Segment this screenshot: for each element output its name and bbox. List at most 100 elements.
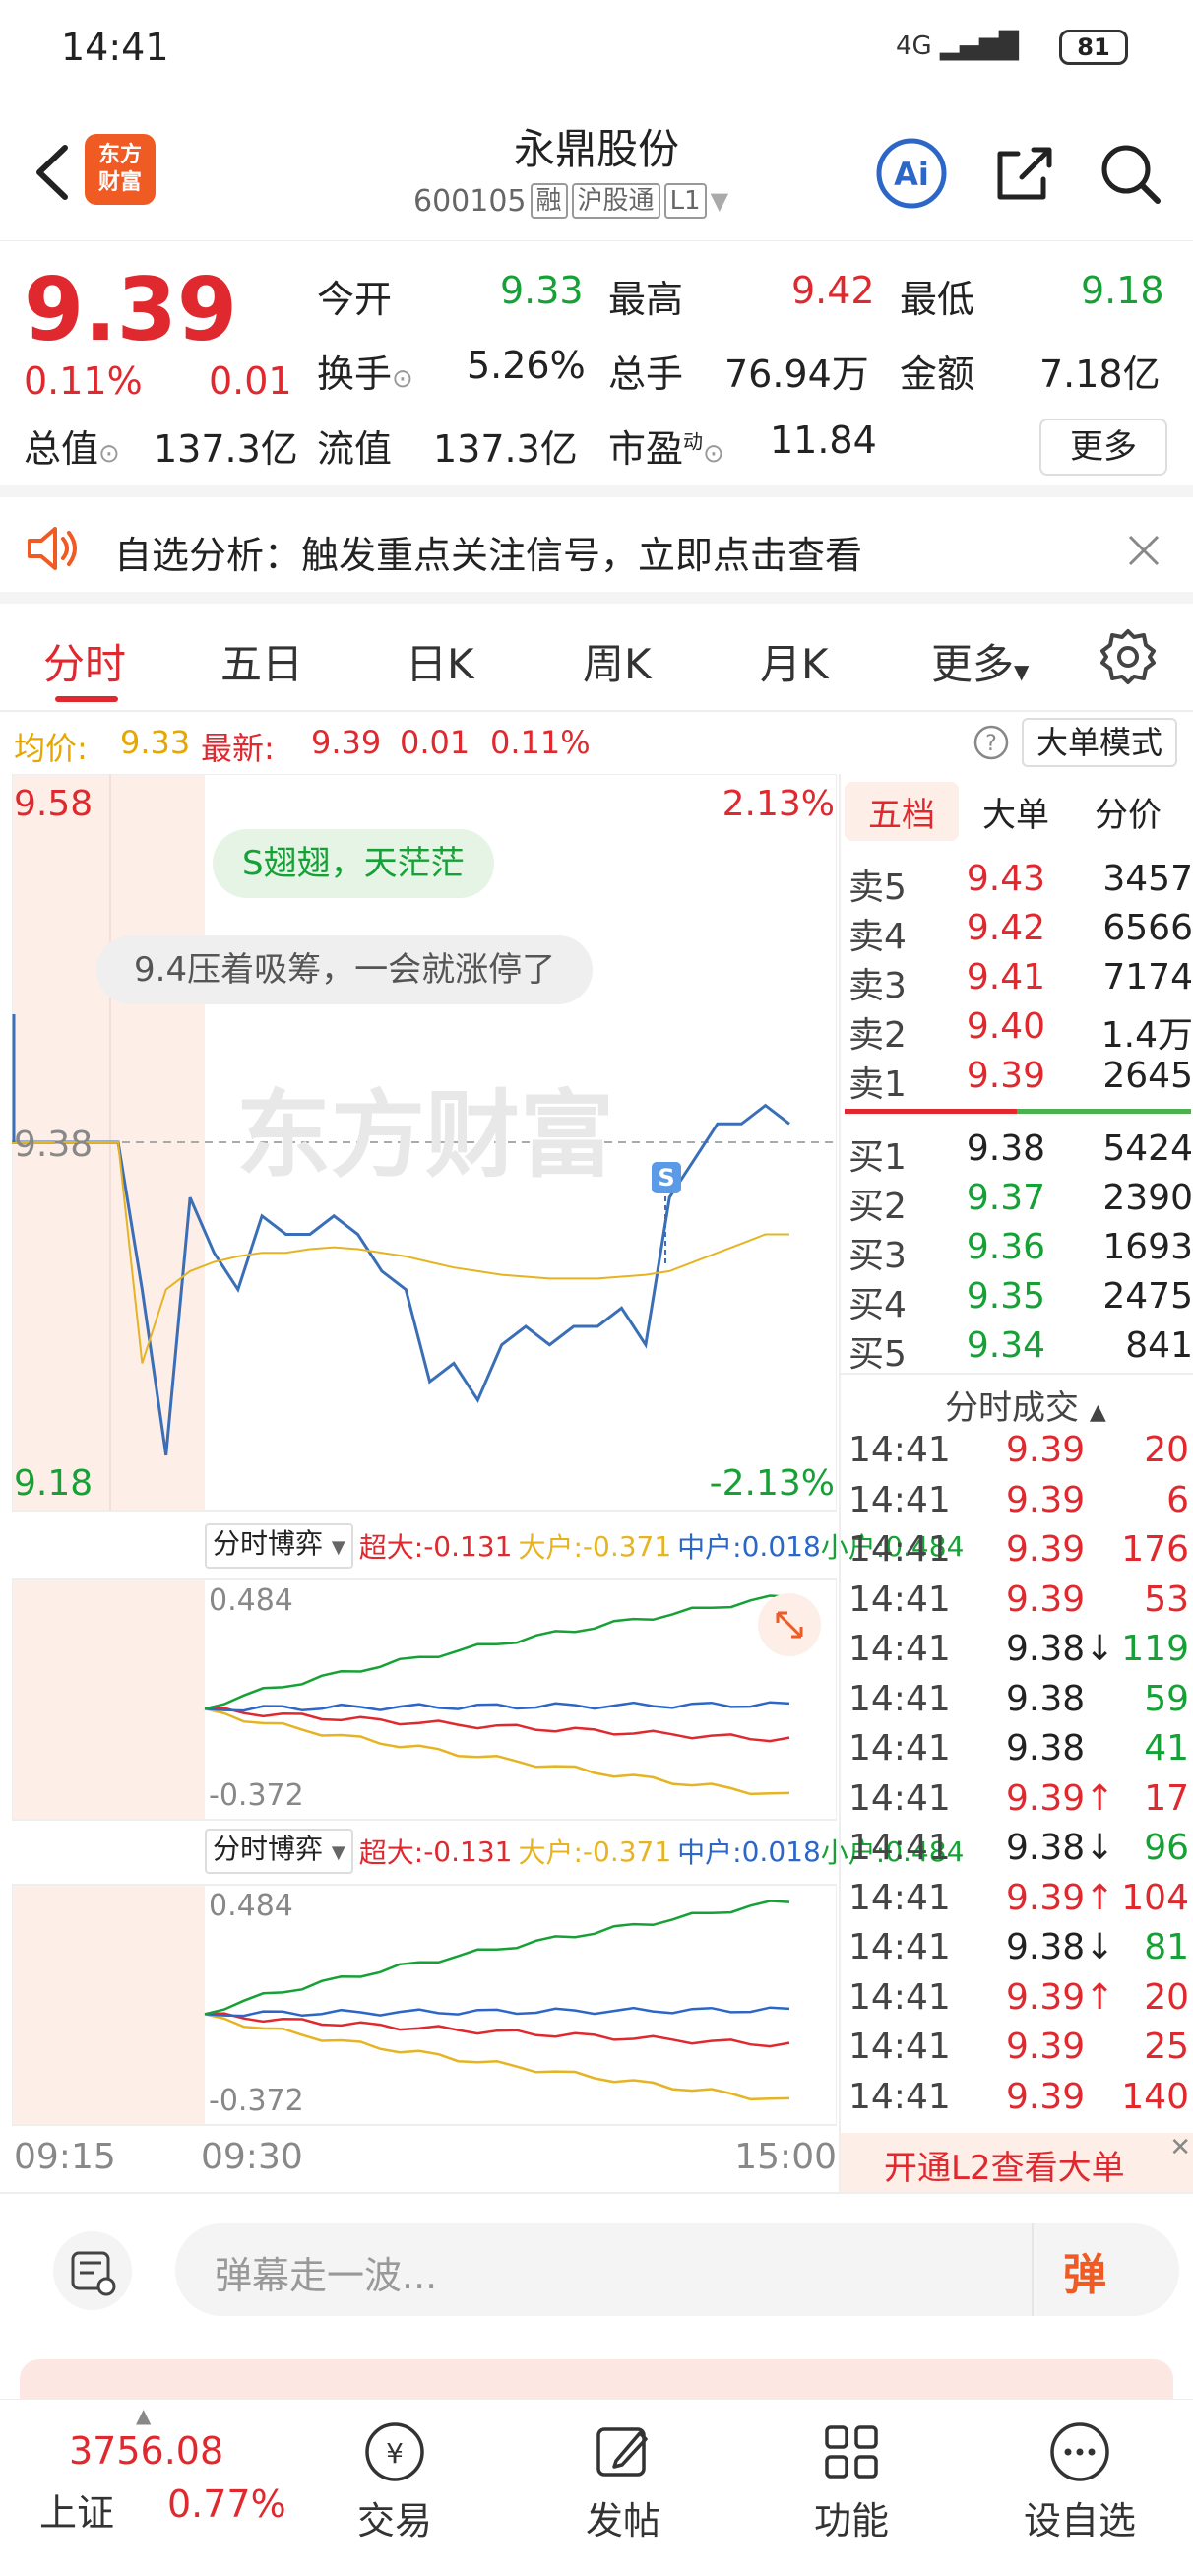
tab-intraday[interactable]: 分时 — [43, 640, 127, 688]
comment-bubble-1[interactable]: S翅翅，天茫茫 — [213, 829, 494, 898]
ask-row[interactable]: 卖2 9.40 1.4万 — [848, 1006, 1193, 1056]
ask-row[interactable]: 卖5 9.43 3457 — [848, 859, 1193, 908]
back-icon[interactable] — [26, 138, 85, 207]
trade-volume: 140 — [1121, 2076, 1189, 2117]
trade-price: 9.39↑ — [1006, 1976, 1115, 2018]
notice-text: 自选分析：触发重点关注信号，立即点击查看 — [114, 534, 863, 577]
trade-time: 14:41 — [848, 1678, 951, 1719]
trade-time: 14:41 — [848, 1976, 951, 2018]
more-button[interactable]: 更多 — [1039, 419, 1167, 476]
level-price: 9.34 — [966, 1325, 1045, 1366]
bid-row[interactable]: 买2 9.37 2390 — [848, 1178, 1193, 1227]
settings-icon[interactable] — [1099, 627, 1158, 686]
level-price: 9.42 — [966, 908, 1045, 948]
close-icon[interactable]: ✕ — [1169, 2133, 1191, 2162]
y-mid-label: 9.38 — [14, 1125, 94, 1165]
close-icon[interactable] — [1126, 533, 1162, 568]
tab-big-orders[interactable]: 大单 — [982, 796, 1049, 835]
info-icon[interactable]: ⊙ — [98, 439, 120, 469]
l2-promo-bar[interactable]: 开通L2查看大单 ✕ — [841, 2133, 1193, 2192]
trade-price: 9.39 — [1006, 1430, 1086, 1470]
level-volume: 1693 — [1102, 1227, 1193, 1267]
share-icon[interactable] — [986, 136, 1061, 211]
game-series-line — [204, 2013, 790, 2101]
tab-five-levels[interactable]: 五档 — [868, 796, 935, 835]
intraday-chart-area[interactable]: 东方财富 S 9.58 9.38 9.18 2.13% -2.13% S翅翅，天… — [12, 774, 964, 2177]
help-icon[interactable]: ? — [973, 724, 1010, 761]
search-icon[interactable] — [1093, 136, 1167, 211]
trade-row: 14:41 9.39↑ 17 — [848, 1778, 1193, 1828]
comment-bubble-2[interactable]: 9.4压着吸筹，一会就涨停了 — [96, 935, 594, 1004]
tab-five-day[interactable]: 五日 — [220, 640, 304, 688]
order-book-tabs: 五档 大单 分价 — [841, 774, 1193, 849]
signal-marker[interactable] — [652, 1162, 681, 1193]
index-widget[interactable]: ▲ 3756.08 上证 0.77% — [0, 2400, 295, 2576]
low-label: 最低 — [900, 278, 975, 321]
tag-level: L1 — [663, 183, 707, 219]
market-cap-value: 137.3亿 — [154, 427, 298, 471]
y-top-label: 9.58 — [14, 784, 94, 824]
legend-label: 超大: — [358, 1531, 424, 1564]
trade-time: 14:41 — [848, 1629, 951, 1669]
panel1-frame — [12, 1578, 837, 1821]
avg-price-series-line — [12, 1141, 789, 1364]
speaker-icon — [28, 527, 77, 570]
level-price: 9.43 — [966, 859, 1045, 899]
legend-label: 超大: — [358, 1836, 424, 1869]
trade-row: 14:41 9.39↑ 20 — [848, 1977, 1193, 2027]
chart-tabs: 分时 五日 日K 周K 月K 更多▼ — [0, 604, 1193, 712]
trade-time: 14:41 — [848, 2076, 951, 2117]
notice-bar[interactable]: 自选分析：触发重点关注信号，立即点击查看 — [0, 497, 1193, 604]
ai-icon[interactable]: Ai — [874, 136, 949, 211]
level-price: 9.35 — [966, 1276, 1045, 1317]
level-volume: 2475 — [1102, 1276, 1193, 1317]
danmu-input[interactable]: 弹幕走一波... 弹 — [175, 2223, 1179, 2316]
level-label: 买4 — [848, 1285, 907, 1325]
level-label: 买3 — [848, 1236, 907, 1276]
bid-row[interactable]: 买3 9.36 1693 — [848, 1227, 1193, 1276]
trade-row: 14:41 9.38 59 — [848, 1679, 1193, 1728]
info-icon[interactable]: ⊙ — [703, 439, 724, 469]
ask-row[interactable]: 卖4 9.42 6566 — [848, 908, 1193, 957]
ask-row[interactable]: 卖1 9.39 2645 — [848, 1056, 1193, 1105]
panel2-selector[interactable]: 分时博弈 ▼ — [205, 1829, 353, 1874]
expand-icon[interactable] — [776, 1611, 803, 1639]
promo-banner-strip[interactable] — [20, 2359, 1173, 2399]
trade-time: 14:41 — [848, 1430, 951, 1470]
amount-label: 金额 — [900, 353, 975, 396]
danmu-send-button[interactable]: 弹 — [1063, 2250, 1106, 2300]
bid-row[interactable]: 买4 9.35 2475 — [848, 1276, 1193, 1325]
tag-connect: 沪股通 — [571, 183, 660, 219]
bid-row[interactable]: 买5 9.34 841 — [848, 1325, 1193, 1375]
watermark: 东方财富 — [236, 1080, 614, 1191]
trade-volume: 25 — [1144, 2027, 1189, 2067]
svg-text:Ai: Ai — [894, 156, 929, 193]
float-cap-value: 137.3亿 — [433, 427, 578, 471]
info-icon[interactable]: ⊙ — [392, 364, 413, 394]
level-price: 9.39 — [966, 1056, 1045, 1096]
tab-price-dist[interactable]: 分价 — [1095, 796, 1162, 835]
pe-value: 11.84 — [770, 419, 877, 462]
logo-text-line2: 财富 — [97, 170, 142, 195]
tab-monthly-k[interactable]: 月K — [760, 640, 829, 688]
ask-row[interactable]: 卖3 9.41 7174 — [848, 957, 1193, 1006]
game-series-line — [204, 1707, 790, 1743]
trade-volume: 119 — [1121, 1629, 1189, 1669]
stock-code-row[interactable]: 600105 融 沪股通 L1 ▼ — [413, 183, 728, 219]
trade-row: 14:41 9.38↓ 119 — [848, 1629, 1193, 1678]
trades-title[interactable]: 分时成交 ▲ — [945, 1381, 1106, 1429]
panel1-selector[interactable]: 分时博弈 ▼ — [205, 1523, 353, 1569]
x-label-start: 09:15 — [14, 2137, 116, 2177]
tab-more[interactable]: 更多▼ — [931, 631, 1029, 691]
bid-row[interactable]: 买1 9.38 5424 — [848, 1128, 1193, 1178]
legend-value: 0.484 — [885, 1835, 965, 1868]
tab-daily-k[interactable]: 日K — [406, 640, 474, 688]
danmu-settings-icon[interactable] — [45, 2229, 140, 2312]
divider — [841, 1373, 1193, 1375]
x-label-open: 09:30 — [201, 2137, 303, 2177]
tab-weekly-k[interactable]: 周K — [583, 640, 652, 688]
big-order-mode-button[interactable]: 大单模式 — [1022, 718, 1177, 767]
trade-volume: 17 — [1144, 1777, 1189, 1819]
tag-margin: 融 — [530, 183, 568, 219]
level-label: 卖5 — [848, 868, 907, 908]
